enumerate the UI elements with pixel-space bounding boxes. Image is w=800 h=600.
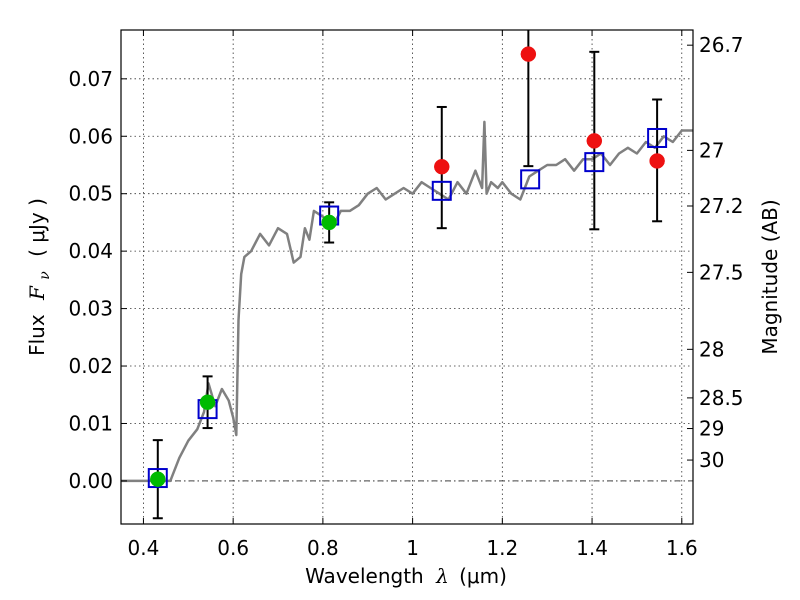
x-tick-label: 0.6 xyxy=(217,536,249,560)
observed-flux-point xyxy=(199,394,216,410)
observed-flux-point xyxy=(321,214,337,231)
x-tick-label: 0.4 xyxy=(128,536,160,560)
model-photometry-square xyxy=(147,468,168,489)
model-spectrum xyxy=(121,120,693,483)
magnitude-tick-label: 28.5 xyxy=(699,386,744,410)
observed-flux-point xyxy=(520,46,537,62)
y-axis-label-symbol: F xyxy=(25,285,49,301)
magnitude-tick-label: 29 xyxy=(699,417,724,441)
y-tick-labels: 0.00 0.01 0.02 0.03 0.04 0.05 0.06 0.07 xyxy=(68,67,113,493)
x-tick-labels: 0.4 0.6 0.8 1 1.2 1.4 1.6 xyxy=(128,536,698,560)
magnitude-tick-label: 27.2 xyxy=(699,194,744,218)
observed-flux-point xyxy=(150,471,166,487)
magnitude-tick-label: 28 xyxy=(699,337,724,361)
y-tick-label: 0.07 xyxy=(68,67,113,91)
grid xyxy=(121,30,693,524)
x-axis-label: Wavelength λ (μm) xyxy=(305,564,507,588)
magnitude-tick-labels: 26.7 27 27.2 27.5 28 28.5 29 30 xyxy=(699,33,744,472)
y-tick-label: 0.05 xyxy=(68,182,113,206)
y-tick-label: 0.03 xyxy=(68,297,113,321)
x-axis-label-unit: (μm) xyxy=(459,564,507,588)
model-photometry-square xyxy=(647,127,668,148)
magnitude-tick-label: 27.5 xyxy=(699,260,744,284)
magnitude-tick-label: 27 xyxy=(699,138,724,162)
y-tick-label: 0.01 xyxy=(68,411,113,435)
y-axis-label-subscript: ν xyxy=(37,271,53,280)
magnitude-axis-label: Magnitude (AB) xyxy=(758,199,782,354)
magnitude-tick-label: 26.7 xyxy=(699,33,744,57)
plot-frame xyxy=(120,29,694,525)
x-tick-label: 1 xyxy=(406,536,419,560)
data-markers xyxy=(147,46,668,489)
y-axis-label: Flux F ν ( μJy ) xyxy=(25,198,54,356)
x-tick-label: 0.8 xyxy=(307,536,339,560)
y-tick-label: 0.02 xyxy=(68,354,113,378)
model-photometry-square xyxy=(584,152,605,173)
x-tick-label: 1.6 xyxy=(666,536,698,560)
y-axis-label-unit: ( μJy ) xyxy=(25,198,49,257)
observed-flux-point xyxy=(586,133,603,149)
observed-flux-point xyxy=(434,158,450,175)
x-axis-label-text: Wavelength xyxy=(305,564,424,588)
x-tick-label: 1.2 xyxy=(486,536,518,560)
magnitude-tick-label: 30 xyxy=(699,448,724,472)
y-tick-label: 0.00 xyxy=(68,469,113,493)
model-photometry-square xyxy=(520,169,541,190)
model-spectrum-line xyxy=(121,120,693,483)
y-tick-label: 0.04 xyxy=(68,239,113,263)
model-photometry-square xyxy=(431,180,452,201)
axis-ticks xyxy=(121,30,693,524)
y-axis-label-text: Flux xyxy=(25,314,49,356)
x-axis-label-symbol: λ xyxy=(435,564,449,588)
observed-flux-point xyxy=(649,153,665,169)
error-bars xyxy=(152,30,663,520)
x-tick-label: 1.4 xyxy=(576,536,608,560)
y-tick-label: 0.06 xyxy=(68,124,113,148)
